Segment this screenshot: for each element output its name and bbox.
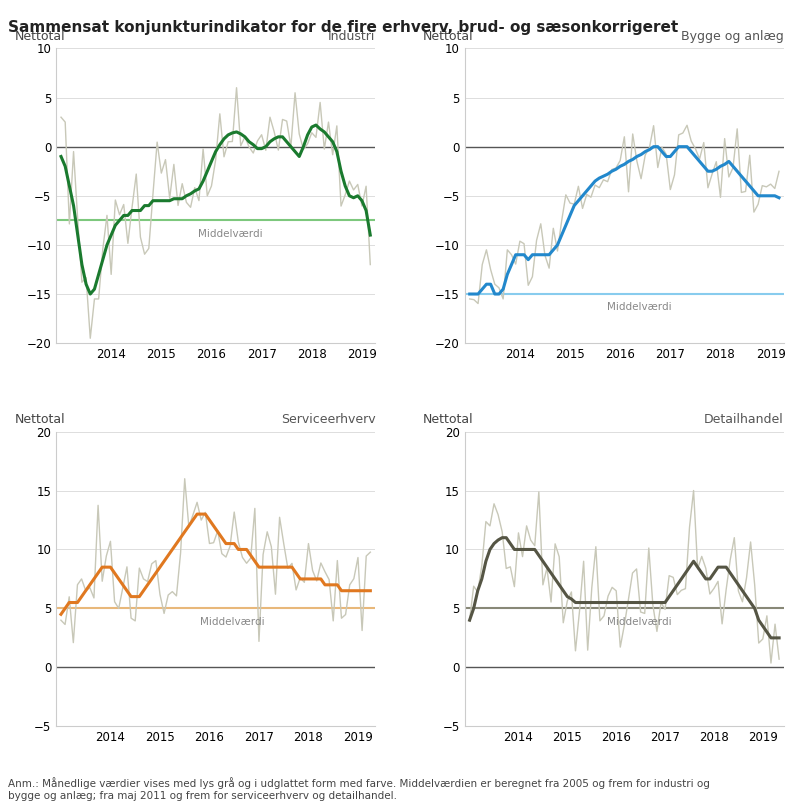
- Text: Industri: Industri: [328, 30, 375, 43]
- Text: Middelværdi: Middelværdi: [200, 617, 265, 626]
- Text: Middelværdi: Middelværdi: [606, 617, 671, 626]
- Text: Detailhandel: Detailhandel: [704, 412, 784, 425]
- Text: Nettotal: Nettotal: [14, 412, 65, 425]
- Text: Nettotal: Nettotal: [423, 30, 474, 43]
- Text: Serviceerhverv: Serviceerhverv: [281, 412, 375, 425]
- Text: Nettotal: Nettotal: [423, 412, 474, 425]
- Text: Middelværdi: Middelværdi: [198, 228, 263, 239]
- Text: Bygge og anlæg: Bygge og anlæg: [682, 30, 784, 43]
- Text: Sammensat konjunkturindikator for de fire erhverv, brud- og sæsonkorrigeret: Sammensat konjunkturindikator for de fir…: [8, 20, 678, 36]
- Text: Anm.: Månedlige værdier vises med lys grå og i udglattet form med farve. Middelv: Anm.: Månedlige værdier vises med lys gr…: [8, 777, 710, 801]
- Text: Nettotal: Nettotal: [14, 30, 65, 43]
- Text: Middelværdi: Middelværdi: [607, 303, 672, 312]
